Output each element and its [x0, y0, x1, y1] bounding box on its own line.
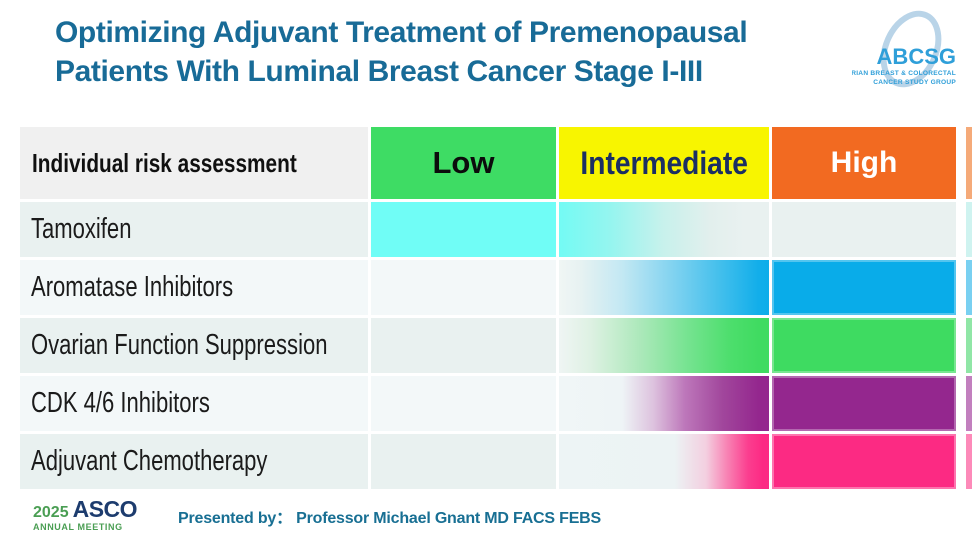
row-label-cdk-inhibitors: CDK 4/6 Inhibitors	[20, 376, 368, 431]
cell-ofs-intermediate	[559, 318, 769, 373]
presenter-name: Professor Michael Gnant MD FACS FEBS	[296, 510, 601, 527]
edge-sliver-chemo	[966, 434, 972, 489]
right-edge-slivers	[966, 127, 972, 489]
edge-sliver-tamoxifen	[966, 202, 972, 257]
table-header-high: High	[772, 127, 956, 199]
abcsg-subtitle-line-2: CANCER STUDY GROUP	[873, 79, 956, 86]
row-label-tamoxifen: Tamoxifen	[20, 202, 368, 257]
title-line-2: Patients With Luminal Breast Cancer Stag…	[55, 55, 703, 88]
cell-tamoxifen-intermediate	[559, 202, 769, 257]
cell-chemo-high	[772, 434, 956, 489]
presented-by-line: Presented by： Professor Michael Gnant MD…	[178, 504, 601, 528]
asco-name: ASCO	[72, 496, 138, 522]
cell-ofs-high	[772, 318, 956, 373]
edge-sliver-aromatase	[966, 260, 972, 315]
abcsg-acronym: ABCSG	[877, 44, 956, 69]
cell-ofs-low	[371, 318, 556, 373]
edge-sliver-header	[966, 127, 972, 199]
table-header-low: Low	[371, 127, 556, 199]
cell-chemo-intermediate	[559, 434, 769, 489]
table-header-risk-assessment: Individual risk assessment	[20, 127, 368, 199]
risk-table: Individual risk assessment Low Intermedi…	[20, 127, 956, 489]
cell-aromatase-high	[772, 260, 956, 315]
cell-cdk-low	[371, 376, 556, 431]
cell-chemo-low	[371, 434, 556, 489]
row-label-aromatase-inhibitors: Aromatase Inhibitors	[20, 260, 368, 315]
abcsg-logo: ABCSG AUSTRIAN BREAST & COLORECTAL CANCE…	[852, 4, 970, 104]
cell-cdk-high	[772, 376, 956, 431]
asco-subtitle: ANNUAL MEETING	[33, 522, 123, 532]
asco-year: 2025	[33, 504, 69, 521]
cell-tamoxifen-high	[772, 202, 956, 257]
table-header-intermediate: Intermediate	[559, 127, 769, 199]
row-label-ovarian-function-suppression: Ovarian Function Suppression	[20, 318, 368, 373]
slide-title: Optimizing Adjuvant Treatment of Premeno…	[55, 13, 748, 91]
presented-by-label: Presented by：	[178, 510, 292, 527]
cell-aromatase-low	[371, 260, 556, 315]
abcsg-subtitle-line-1: AUSTRIAN BREAST & COLORECTAL	[852, 70, 956, 77]
edge-sliver-cdk	[966, 376, 972, 431]
cell-aromatase-intermediate	[559, 260, 769, 315]
asco-logo: 2025 ASCO ANNUAL MEETING	[33, 496, 138, 532]
abcsg-ring-icon: ABCSG AUSTRIAN BREAST & COLORECTAL CANCE…	[852, 10, 956, 88]
title-line-1: Optimizing Adjuvant Treatment of Premeno…	[55, 16, 748, 49]
cell-cdk-intermediate	[559, 376, 769, 431]
row-label-adjuvant-chemotherapy: Adjuvant Chemotherapy	[20, 434, 368, 489]
edge-sliver-ofs	[966, 318, 972, 373]
cell-tamoxifen-low	[371, 202, 556, 257]
